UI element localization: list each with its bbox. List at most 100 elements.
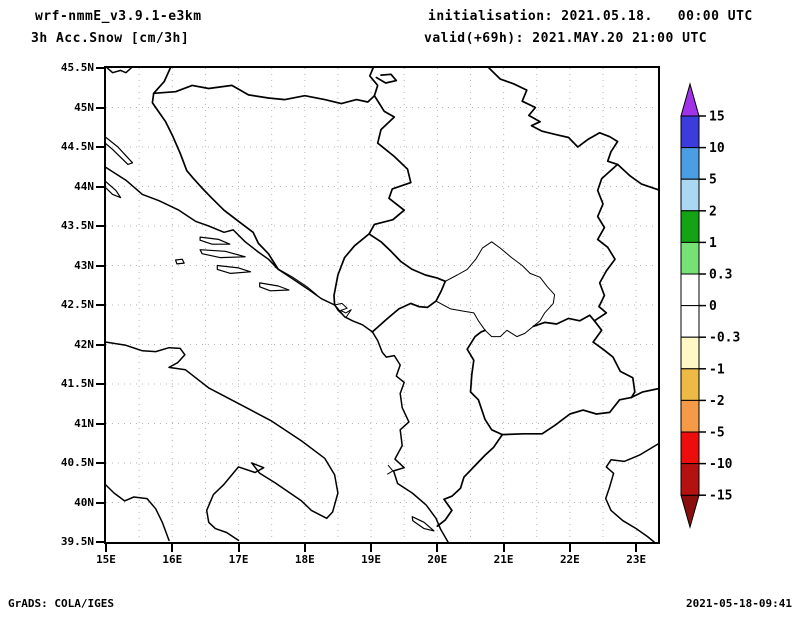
y-axis-label: 39.5N xyxy=(60,535,94,548)
x-axis-tick xyxy=(370,544,373,552)
x-axis-tick xyxy=(303,544,306,552)
bay-kotor xyxy=(334,302,352,319)
colorbar-segment xyxy=(680,368,700,401)
y-axis-label: 42N xyxy=(74,337,94,351)
initialisation-label: initialisation: 2021.05.18. 00:00 UTC xyxy=(428,9,753,24)
colorbar-label: -0.3 xyxy=(709,331,740,346)
island-mljet xyxy=(259,282,290,292)
x-axis-label: 20E xyxy=(427,553,448,566)
x-axis-label: 17E xyxy=(228,553,249,566)
x-axis-label: 18E xyxy=(294,553,315,566)
border-serbia-bulgaria xyxy=(593,163,619,322)
y-axis-label: 42.5N xyxy=(60,298,94,311)
y-axis-label: 45N xyxy=(74,100,94,114)
colorbar-arrow-top xyxy=(680,82,700,117)
border-macedonia-bulgaria xyxy=(592,319,636,399)
y-axis-label: 44.5N xyxy=(60,140,94,153)
y-axis-tick xyxy=(96,106,105,109)
y-axis-tick xyxy=(96,264,105,267)
border-bosnia-montenegro xyxy=(333,233,370,306)
island-vis xyxy=(174,258,185,265)
y-axis-tick xyxy=(96,462,105,464)
variable-title: 3h Acc.Snow [cm/3h] xyxy=(31,31,190,46)
x-axis-tick xyxy=(436,544,439,552)
y-axis-tick xyxy=(96,343,105,346)
y-axis-tick xyxy=(96,422,105,425)
border-bosnia-sava-north xyxy=(152,68,379,105)
x-axis-label: 23E xyxy=(626,553,647,566)
border-bulgaria-greece xyxy=(630,387,658,399)
colorbar-segment xyxy=(680,336,700,370)
colorbar-label: 1 xyxy=(709,236,717,251)
border-serbia-macedonia xyxy=(532,314,596,328)
colorbar-segment xyxy=(680,463,700,496)
x-axis-tick xyxy=(502,544,505,552)
y-axis-label: 43.5N xyxy=(60,219,94,232)
y-axis-tick xyxy=(96,501,105,504)
border-albania-greece xyxy=(436,433,504,528)
colorbar-label: -5 xyxy=(709,426,725,441)
coast-kvarner-notch xyxy=(106,68,132,74)
y-axis-tick xyxy=(96,225,105,227)
valid-time-label: valid(+69h): 2021.MAY.20 21:00 UTC xyxy=(424,31,708,46)
x-axis-label: 19E xyxy=(361,553,382,566)
colorbar-label: 5 xyxy=(709,173,717,188)
colorbar-label: 2 xyxy=(709,204,717,219)
coast-italy-tyrrhenian xyxy=(106,484,170,542)
border-macedonia-albania xyxy=(466,329,504,436)
island-brac xyxy=(199,236,231,245)
colorbar-label: 15 xyxy=(709,110,725,125)
coast-greece-thermaic xyxy=(604,443,658,542)
y-axis-label: 41N xyxy=(74,416,94,430)
border-bosnia-serbia-drina xyxy=(368,94,412,235)
x-axis-label: 22E xyxy=(559,553,580,566)
colorbar-label: 0 xyxy=(709,299,717,314)
colorbar-arrow-bottom xyxy=(680,494,700,530)
border-serbia-romania xyxy=(488,68,658,191)
border-danube-meander xyxy=(375,73,398,84)
border-serbia-montenegro xyxy=(368,233,447,283)
colorbar-segment xyxy=(680,305,700,338)
border-croatia-bosnia-west xyxy=(151,68,280,271)
y-axis-label: 40N xyxy=(74,495,94,509)
island-korcula xyxy=(216,264,252,274)
colorbar-segment xyxy=(680,399,700,433)
y-axis-label: 45.5N xyxy=(60,61,94,74)
y-axis-label: 40.5N xyxy=(60,456,94,469)
grads-credit: GrADS: COLA/IGES xyxy=(8,597,114,610)
map-canvas xyxy=(106,68,658,542)
colorbar-segment xyxy=(680,178,700,212)
colorbar-segment xyxy=(680,241,700,275)
y-axis-label: 43N xyxy=(74,258,94,272)
border-macedonia-greece xyxy=(501,396,633,436)
y-axis-tick xyxy=(96,541,105,543)
x-axis-tick xyxy=(237,544,240,552)
boundary-kosovo xyxy=(435,241,556,338)
colorbar-label: -2 xyxy=(709,394,725,409)
y-axis-tick xyxy=(96,383,105,385)
creation-timestamp: 2021-05-18-09:41 xyxy=(686,597,792,610)
island-pag xyxy=(106,136,134,166)
island-corfu xyxy=(411,516,435,532)
colorbar-segment xyxy=(680,273,700,307)
model-title: wrf-nmmE_v3.9.1-e3km xyxy=(35,9,202,24)
island-corfu-tip xyxy=(387,464,394,475)
x-axis-tick xyxy=(171,544,174,552)
x-axis-label: 15E xyxy=(96,553,116,566)
colorbar-label: 10 xyxy=(709,141,725,156)
colorbar-label: -10 xyxy=(709,457,733,472)
colorbar-segment xyxy=(680,431,700,465)
x-axis-tick xyxy=(105,544,107,552)
border-albania-montenegro xyxy=(371,280,447,333)
colorbar: 15 10 5 2 1 0.3 0 -0.3 -1 -2 -5 -10 -15 xyxy=(680,82,740,530)
coastlines-and-borders xyxy=(106,68,658,542)
y-axis-tick xyxy=(96,67,105,69)
peninsula-peljesac xyxy=(274,266,318,296)
map-plot-frame xyxy=(104,66,660,544)
colorbar-label: -15 xyxy=(709,489,732,504)
y-axis-label: 44N xyxy=(74,179,94,193)
island-hvar xyxy=(199,249,246,259)
colorbar-label: -1 xyxy=(709,362,725,377)
y-axis-tick xyxy=(96,304,105,306)
